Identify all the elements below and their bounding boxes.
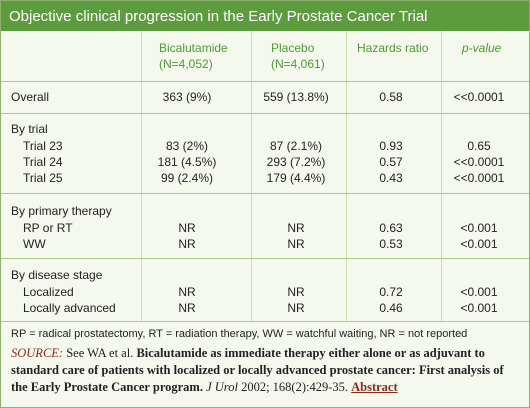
cell: 99 (2.4%) [160,171,214,185]
cell: <0.001 [460,221,498,235]
cell: 83 (2%) [165,139,209,153]
row-rule [1,113,529,114]
column-rule [441,31,442,321]
cell: 0.46 [379,301,403,315]
column-header: p-value [462,41,502,55]
cell: 179 (4.4%) [266,171,326,185]
column-rule [346,31,347,321]
cell: NR [287,285,305,299]
row-label: Trial 23 [23,139,63,153]
group-label: By disease stage [11,268,103,282]
source: SOURCE: See WA et al. Bicalutamide as im… [11,345,516,396]
cell: <0.001 [460,301,498,315]
column-header: Hazards ratio [357,41,429,55]
cell: 0.93 [379,139,403,153]
column-subheader: (N=4,052) [159,57,213,71]
column-subheader: (N=4,061) [271,57,325,71]
source-authors: See WA et al. [66,346,134,360]
cell: NR [178,285,196,299]
column-header: Bicalutamide [159,41,228,55]
source-citation: 2002; 168(2):429-35. [241,380,348,394]
title: Objective clinical progression in the Ea… [9,8,428,25]
cell: <<0.0001 [453,171,505,185]
source-label: SOURCE: [11,346,64,360]
cell: 0.43 [379,171,403,185]
source-article: Bicalutamide as immediate therapy either… [11,346,504,394]
cell: 181 (4.5%) [157,155,217,169]
cell: 0.72 [379,285,403,299]
cell: <<0.0001 [453,90,505,104]
cell: <<0.0001 [453,155,505,169]
column-header: Placebo [271,41,315,55]
row-rule [1,321,529,322]
row-label: RP or RT [23,221,73,235]
row-label: Trial 25 [23,171,63,185]
cell: 0.53 [379,237,403,251]
cell: NR [178,237,196,251]
cell: <0.001 [460,285,498,299]
group-label: By primary therapy [11,204,112,218]
cell: NR [178,221,196,235]
source-journal: J Urol [206,380,238,394]
cell: 0.57 [379,155,403,169]
cell: 363 (9%) [162,90,212,104]
cell: NR [287,237,305,251]
row-label: Locally advanced [23,301,116,315]
row-label: Trial 24 [23,155,63,169]
cell: 293 (7.2%) [266,155,326,169]
cell: NR [178,301,196,315]
column-rule [141,31,142,321]
cell: 87 (2.1%) [269,139,323,153]
abstract-link[interactable]: Abstract [351,380,398,394]
cell: 0.65 [467,139,491,153]
cell: 0.58 [379,90,403,104]
row-rule [1,258,529,259]
row-rule [1,193,529,194]
group-label: Overall [11,90,50,104]
row-label: WW [23,237,46,251]
group-label: By trial [11,122,48,136]
cell: 559 (13.8%) [263,90,329,104]
cell: 0.63 [379,221,403,235]
title-bar: Objective clinical progression in the Ea… [1,1,529,31]
row-rule [1,81,529,82]
cell: <0.001 [460,237,498,251]
cell: NR [287,221,305,235]
row-label: Localized [23,285,74,299]
column-rule [251,31,252,321]
cell: NR [287,301,305,315]
footnote: RP = radical prostatectomy, RT = radiati… [11,328,468,340]
